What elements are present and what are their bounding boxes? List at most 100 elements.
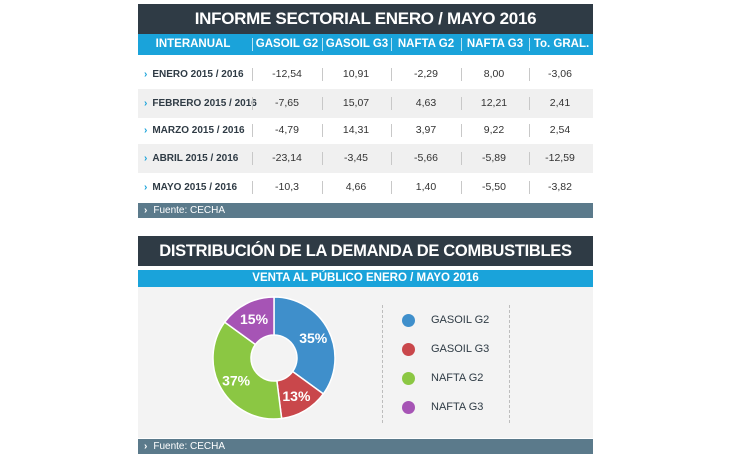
- table-source-bar: › Fuente: CECHA: [138, 203, 593, 218]
- cell-divider: [391, 124, 392, 137]
- table-cell: -5,66: [414, 152, 438, 164]
- chevron-right-icon: ›: [144, 98, 148, 109]
- legend-swatch: [402, 372, 415, 385]
- cell-divider: [461, 181, 462, 194]
- chevron-right-icon: ›: [144, 205, 148, 216]
- table-cell: 14,31: [342, 124, 370, 136]
- table-title: INFORME SECTORIAL ENERO / MAYO 2016: [138, 4, 593, 34]
- table-cell: 15,07: [342, 97, 370, 109]
- legend-divider-right: [509, 305, 510, 423]
- table-cell: -23,14: [272, 152, 302, 164]
- row-label: › FEBRERO 2015 / 2016: [144, 89, 257, 118]
- cell-divider: [252, 97, 253, 110]
- legend-label: GASOIL G3: [431, 343, 490, 355]
- cell-divider: [391, 152, 392, 165]
- cell-divider: [529, 68, 530, 81]
- cell-divider: [322, 152, 323, 165]
- pie-slice-label: 37%: [222, 372, 251, 388]
- column-header-gasoil-g3: GASOIL G3: [325, 38, 389, 50]
- table-cell: 10,91: [342, 68, 370, 80]
- table-row: › ABRIL 2015 / 2016 -23,14 -3,45 -5,66 -5,89 -…: [138, 144, 593, 173]
- header-divider: [391, 38, 392, 51]
- chevron-right-icon: ›: [144, 153, 148, 164]
- table-header: INTERANUAL GASOIL G2 GASOIL G3 NAFTA G2 …: [138, 34, 593, 55]
- pie-slice-label: 13%: [282, 388, 311, 404]
- table-cell: -5,89: [482, 152, 506, 164]
- table-cell: 4,63: [415, 97, 437, 109]
- header-divider: [322, 38, 323, 51]
- table-cell: 3,97: [415, 124, 437, 136]
- cell-divider: [529, 124, 530, 137]
- cell-divider: [529, 97, 530, 110]
- legend-divider-left: [382, 305, 383, 423]
- cell-divider: [529, 152, 530, 165]
- table-cell: 4,66: [345, 181, 367, 193]
- pie-chart-subtitle: VENTA AL PÚBLICO ENERO / MAYO 2016: [138, 270, 593, 287]
- table-cell: -7,65: [275, 97, 299, 109]
- column-header-nafta-g3: NAFTA G3: [466, 38, 524, 50]
- cell-divider: [322, 181, 323, 194]
- chevron-right-icon: ›: [144, 441, 148, 452]
- pie-source-text: Fuente: CECHA: [153, 441, 226, 452]
- cell-divider: [322, 97, 323, 110]
- legend-swatch: [402, 401, 415, 414]
- cell-divider: [529, 181, 530, 194]
- row-label-text: FEBRERO 2015 / 2016: [152, 98, 257, 109]
- row-label-text: ABRIL 2015 / 2016: [152, 153, 239, 164]
- table-cell: -2,29: [414, 68, 438, 80]
- cell-divider: [252, 68, 253, 81]
- table-cell: 8,00: [483, 68, 505, 80]
- header-divider: [252, 38, 253, 51]
- pie-slice-label: 35%: [299, 330, 328, 346]
- legend-label: NAFTA G3: [431, 401, 484, 413]
- table-cell: -12,59: [545, 152, 575, 164]
- legend-label: GASOIL G2: [431, 314, 490, 326]
- column-header-gasoil-g2: GASOIL G2: [255, 38, 319, 50]
- row-label-text: ENERO 2015 / 2016: [152, 69, 244, 80]
- cell-divider: [461, 97, 462, 110]
- table-cell: 1,40: [415, 181, 437, 193]
- pie-slice-label: 15%: [240, 311, 269, 327]
- cell-divider: [461, 124, 462, 137]
- cell-divider: [252, 152, 253, 165]
- table-row: › FEBRERO 2015 / 2016 -7,65 15,07 4,63 12,21 2…: [138, 89, 593, 118]
- table-cell: -3,82: [548, 181, 572, 193]
- table-row: › MARZO 2015 / 2016 -4,79 14,31 3,97 9,22 2,54: [138, 116, 593, 145]
- header-divider: [529, 38, 530, 51]
- table-cell: -3,45: [344, 152, 368, 164]
- legend-swatch: [402, 343, 415, 356]
- row-label-text: MAYO 2015 / 2016: [152, 182, 238, 193]
- legend-label: NAFTA G2: [431, 372, 484, 384]
- column-header-nafta-g2: NAFTA G2: [397, 38, 455, 50]
- column-header-total-general: To. GRAL.: [533, 38, 590, 50]
- cell-divider: [391, 68, 392, 81]
- cell-divider: [391, 181, 392, 194]
- pie-chart-panel: 35% 13% 37% 15% GASOIL G2 GASOIL G3 NAFTA G2 N…: [138, 287, 593, 438]
- table-cell: -10,3: [275, 181, 299, 193]
- table-cell: -3,06: [548, 68, 572, 80]
- cell-divider: [461, 152, 462, 165]
- legend-swatch: [402, 314, 415, 327]
- table-cell: 2,41: [549, 97, 571, 109]
- chevron-right-icon: ›: [144, 69, 148, 80]
- row-label: › MARZO 2015 / 2016: [144, 116, 245, 145]
- chevron-right-icon: ›: [144, 182, 148, 193]
- cell-divider: [461, 68, 462, 81]
- pie-slice-nafta-g3: [223, 296, 275, 346]
- table-source-text: Fuente: CECHA: [153, 205, 226, 216]
- table-cell: 9,22: [483, 124, 505, 136]
- pie-slice-gasoil-g2: [273, 296, 336, 395]
- cell-divider: [391, 97, 392, 110]
- row-label: › MAYO 2015 / 2016: [144, 173, 237, 202]
- cell-divider: [252, 124, 253, 137]
- table-row: › ENERO 2015 / 2016 -12,54 10,91 -2,29 8,00 -3…: [138, 60, 593, 89]
- cell-divider: [322, 124, 323, 137]
- pie-source-bar: › Fuente: CECHA: [138, 439, 593, 454]
- table-cell: -5,50: [482, 181, 506, 193]
- pie-chart-title: DISTRIBUCIÓN DE LA DEMANDA DE COMBUSTIBL…: [138, 236, 593, 290]
- column-header-interanual: INTERANUAL: [155, 38, 231, 50]
- row-label-text: MARZO 2015 / 2016: [152, 125, 245, 136]
- table-cell: 2,54: [549, 124, 571, 136]
- row-label: › ENERO 2015 / 2016: [144, 60, 244, 89]
- table-cell: -12,54: [272, 68, 302, 80]
